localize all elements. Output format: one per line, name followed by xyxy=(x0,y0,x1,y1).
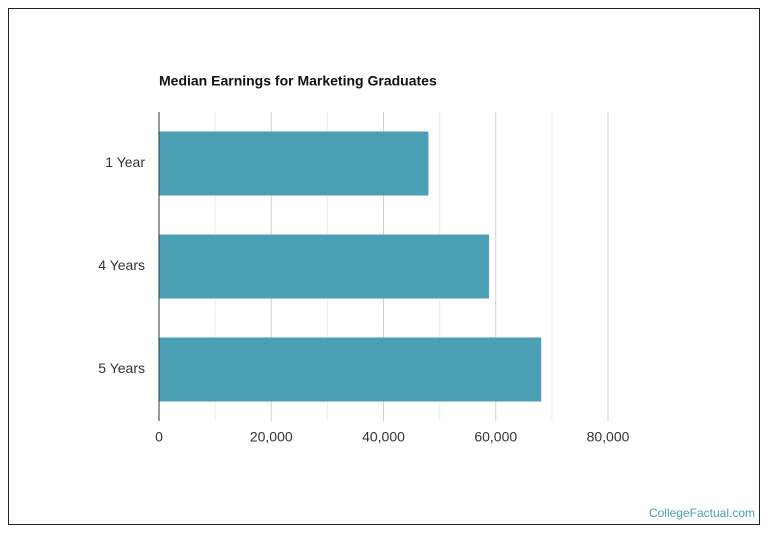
y-tick-label: 5 Years xyxy=(98,360,145,376)
y-tick-label: 4 Years xyxy=(98,257,145,273)
x-tick-label: 0 xyxy=(155,429,163,445)
x-tick-label: 40,000 xyxy=(362,429,405,445)
chart-title: Median Earnings for Marketing Graduates xyxy=(159,73,437,89)
x-tick-label: 80,000 xyxy=(587,429,630,445)
x-tick-label: 20,000 xyxy=(250,429,293,445)
source-link[interactable]: CollegeFactual.com xyxy=(649,506,755,520)
x-tick-label: 60,000 xyxy=(474,429,517,445)
bar xyxy=(159,337,542,402)
bar xyxy=(159,234,490,299)
bar xyxy=(159,131,429,196)
y-tick-label: 1 Year xyxy=(105,154,145,170)
